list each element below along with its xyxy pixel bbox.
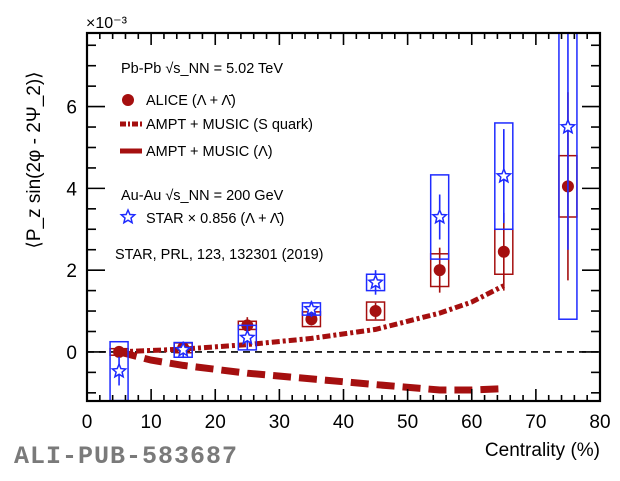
x-tick-label: 50: [397, 412, 418, 433]
alice-point: [305, 313, 318, 326]
alice-point: [369, 305, 382, 318]
star-sys-box: [494, 122, 514, 231]
legend-header-pbpb: Pb-Pb √s_NN = 5.02 TeV: [121, 61, 283, 77]
alice-sys-box: [365, 301, 386, 321]
y-multiplier: ×10⁻³: [86, 15, 128, 32]
legend: Pb-Pb √s_NN = 5.02 TeV ALICE (Λ + Λ̄) AM…: [115, 61, 324, 263]
legend-alice-label: ALICE (Λ + Λ̄): [146, 93, 236, 109]
x-axis-label: Centrality (%): [485, 440, 600, 461]
star-point: [431, 208, 449, 225]
y-tick-label: 6: [66, 98, 77, 119]
x-tick-label: 80: [589, 412, 610, 433]
y-axis-label: ⟨P_z sin(2φ - 2Ψ_2)⟩: [24, 71, 45, 248]
x-tick-label: 40: [333, 412, 354, 433]
star-sys-box: [429, 174, 450, 260]
watermark: ALI-PUB-583687: [14, 442, 239, 471]
star-point: [174, 340, 192, 358]
star-point: [110, 362, 128, 379]
y-tick-label: 0: [66, 343, 77, 364]
star-point: [559, 118, 577, 135]
legend-star-label: STAR × 0.856 (Λ + Λ̄): [146, 211, 284, 227]
legend-alice-marker: [122, 94, 134, 106]
alice-point: [113, 345, 126, 358]
legend-lambda-label: AMPT + MUSIC (Λ): [146, 144, 273, 160]
star-point: [495, 167, 513, 184]
legend-star-marker: [119, 208, 137, 225]
x-tick-label: 60: [461, 412, 482, 433]
legend-header-auau: Au-Au √s_NN = 200 GeV: [121, 188, 284, 204]
model-squark-curve: [118, 283, 505, 355]
star-point: [238, 328, 256, 345]
model-lambda-curve: [118, 348, 504, 394]
x-tick-label: 20: [205, 412, 226, 433]
alice-point: [433, 264, 446, 277]
legend-squark-label: AMPT + MUSIC (S quark): [146, 117, 313, 133]
star-point: [302, 300, 320, 317]
axis-ticks: 0 10 20 30 40 50 60 70 80 0 2 4 6: [66, 33, 611, 433]
y-tick-label: 4: [66, 179, 77, 200]
alice-point: [497, 245, 510, 258]
x-tick-label: 70: [525, 412, 546, 433]
x-tick-label: 30: [269, 412, 290, 433]
x-tick-label: 0: [82, 412, 93, 433]
legend-citation: STAR, PRL, 123, 132301 (2019): [115, 247, 324, 263]
star-point: [367, 273, 385, 290]
y-tick-label: 2: [66, 261, 77, 282]
x-tick-label: 10: [141, 412, 162, 433]
data-marks: [87, 32, 600, 402]
